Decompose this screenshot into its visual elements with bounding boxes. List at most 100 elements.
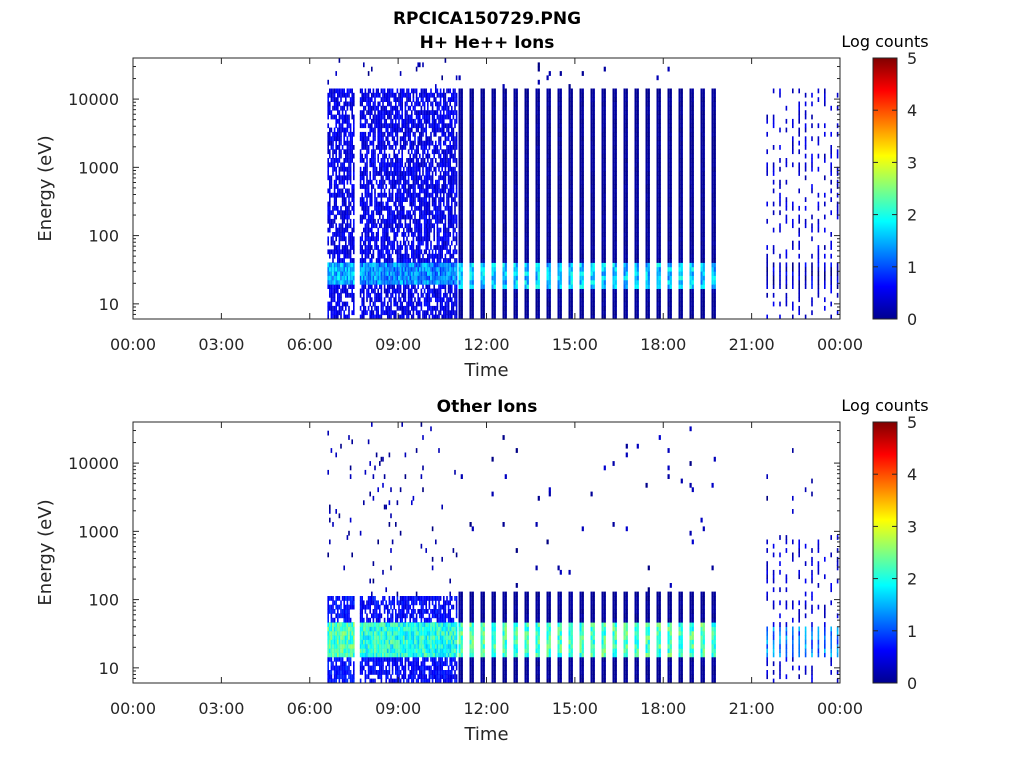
- spectrogram-cell: [623, 175, 626, 181]
- spectrogram-cell: [349, 292, 352, 298]
- spectrogram-cell: [382, 279, 384, 285]
- spectrogram-cell: [422, 158, 424, 163]
- spectrogram-cell: [379, 123, 381, 129]
- spectrogram-cell: [349, 153, 352, 159]
- spectrogram-cell: [443, 140, 445, 146]
- spectrogram-cell: [447, 314, 450, 319]
- spectrogram-cell: [590, 205, 593, 211]
- spectrogram-cell: [504, 158, 507, 163]
- spectrogram-cell: [382, 240, 384, 246]
- spectrogram-cell: [364, 118, 367, 124]
- spectrogram-cell: [435, 262, 437, 268]
- spectrogram-cell: [345, 223, 347, 229]
- spectrogram-cell: [430, 131, 432, 137]
- spectrogram-cell: [557, 88, 560, 94]
- spectrogram-cell: [524, 258, 527, 263]
- spectrogram-cell: [590, 201, 593, 207]
- spectrogram-cell: [471, 192, 474, 198]
- spectrogram-cell: [406, 279, 408, 285]
- spectrogram-cell: [361, 284, 363, 289]
- spectrogram-cell: [590, 184, 593, 189]
- spectrogram-cell: [372, 149, 375, 155]
- spectrogram-cell: [406, 188, 408, 194]
- spectrogram-cell: [399, 245, 402, 250]
- spectrogram-cell: [433, 127, 435, 133]
- spectrogram-cell: [634, 223, 637, 229]
- spectrogram-cell: [482, 314, 485, 319]
- spectrogram-cell: [411, 214, 413, 220]
- spectrogram-cell: [419, 271, 421, 276]
- spectrogram-cell: [341, 162, 344, 168]
- spectrogram-cell: [379, 201, 381, 207]
- spectrogram-cell: [570, 236, 573, 242]
- spectrogram-cell: [393, 262, 395, 268]
- spectrogram-cell: [345, 245, 347, 250]
- spectrogram-cell: [363, 275, 365, 281]
- spectrogram-cell: [645, 97, 648, 102]
- spectrogram-cell: [412, 292, 415, 298]
- spectrogram-cell: [338, 236, 341, 242]
- spectrogram-cell: [430, 279, 432, 285]
- spectrogram-cell: [396, 175, 399, 181]
- spectrogram-cell: [493, 310, 496, 316]
- spectrogram-cell: [449, 297, 451, 303]
- spectrogram-cell: [401, 197, 403, 202]
- spectrogram-cell: [428, 171, 431, 176]
- spectrogram-cell: [451, 149, 453, 155]
- spectrogram-cell: [387, 158, 389, 163]
- spectrogram-cell: [469, 127, 472, 133]
- spectrogram-cell: [403, 205, 405, 211]
- spectrogram-cell: [546, 97, 549, 102]
- spectrogram-cell: [441, 197, 443, 202]
- spectrogram-cell: [398, 184, 400, 189]
- spectrogram-cell: [601, 205, 604, 211]
- spectrogram-cell: [430, 275, 432, 281]
- spectrogram-cell: [414, 197, 416, 202]
- spectrogram-cell: [393, 175, 395, 181]
- spectrogram-cell: [385, 258, 387, 263]
- spectrogram-cell: [337, 227, 339, 233]
- spectrogram-cell: [385, 184, 387, 189]
- spectrogram-cell: [636, 162, 639, 168]
- spectrogram-cell: [439, 192, 442, 198]
- spectrogram-cell: [420, 188, 423, 194]
- spectrogram-cell: [431, 192, 434, 198]
- spectrogram-cell: [612, 127, 615, 133]
- spectrogram-cell: [374, 166, 376, 172]
- spectrogram-cell: [337, 110, 339, 115]
- spectrogram-cell: [390, 162, 392, 168]
- spectrogram-cell: [387, 136, 389, 142]
- spectrogram-cell: [636, 245, 639, 250]
- spectrogram-cell: [379, 149, 381, 155]
- spectrogram-cell: [379, 262, 381, 268]
- spectrogram-cell: [526, 245, 529, 250]
- spectrogram-cell: [548, 262, 551, 268]
- spectrogram-cell: [647, 240, 650, 246]
- spectrogram-cell: [393, 310, 395, 316]
- spectrogram-cell: [371, 275, 373, 281]
- spectrogram-cell: [363, 284, 365, 289]
- spectrogram-cell: [433, 271, 435, 276]
- spectrogram-cell: [568, 110, 571, 115]
- spectrogram-cell: [614, 175, 617, 181]
- spectrogram-cell: [526, 184, 529, 189]
- spectrogram-cell: [548, 210, 551, 216]
- spectrogram-cell: [614, 245, 617, 250]
- spectrogram-cell: [423, 310, 426, 316]
- spectrogram-cell: [656, 284, 659, 289]
- spectrogram-cell: [590, 271, 593, 276]
- spectrogram-cell: [557, 97, 560, 102]
- spectrogram-cell: [333, 136, 336, 142]
- spectrogram-cell: [546, 149, 549, 155]
- spectrogram-cell: [491, 105, 494, 111]
- spectrogram-cell: [451, 240, 453, 246]
- spectrogram-cell: [431, 162, 434, 168]
- spectrogram-cell: [371, 149, 373, 155]
- spectrogram-cell: [493, 266, 496, 272]
- spectrogram-cell: [601, 179, 604, 185]
- spectrogram-cell: [367, 92, 370, 98]
- spectrogram-cell: [548, 266, 551, 272]
- spectrogram-cell: [524, 240, 527, 246]
- spectrogram-cell: [343, 149, 345, 155]
- spectrogram-cell: [601, 275, 604, 281]
